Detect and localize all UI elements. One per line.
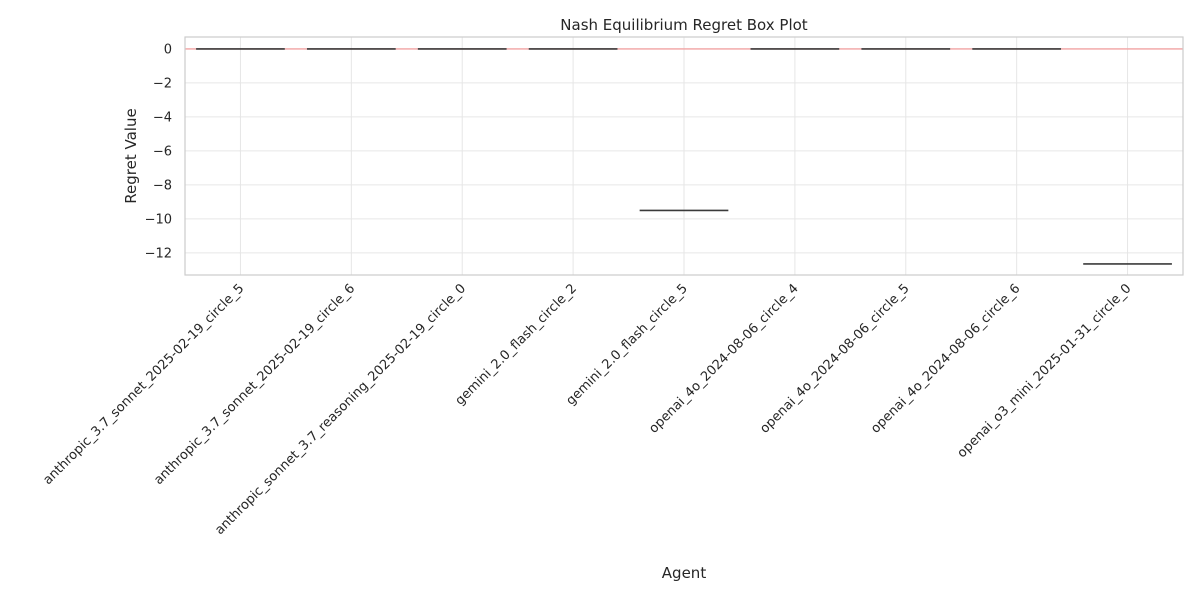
- x-axis-label: Agent: [662, 564, 707, 582]
- x-tick-label: gemini_2.0_flash_circle_2: [453, 281, 580, 408]
- y-tick-label: 0: [164, 42, 172, 57]
- y-tick-label: −2: [153, 76, 172, 91]
- x-tick-label: openai_o3_mini_2025-01-31_circle_0: [955, 281, 1135, 461]
- x-tick-labels: anthropic_3.7_sonnet_2025-02-19_circle_5…: [40, 281, 1134, 538]
- y-tick-label: −12: [145, 246, 172, 261]
- x-tick-label: anthropic_sonnet_3.7_reasoning_2025-02-1…: [212, 281, 469, 538]
- y-tick-label: −6: [153, 144, 172, 159]
- y-tick-label: −10: [145, 212, 172, 227]
- y-tick-label: −8: [153, 178, 172, 193]
- chart-title: Nash Equilibrium Regret Box Plot: [560, 16, 808, 34]
- boxes: [196, 48, 1172, 265]
- grid: [185, 37, 1183, 275]
- x-tick-label: anthropic_3.7_sonnet_2025-02-19_circle_6: [151, 281, 358, 488]
- x-tick-label: anthropic_3.7_sonnet_2025-02-19_circle_5: [40, 281, 247, 488]
- y-axis-label: Regret Value: [122, 108, 140, 203]
- y-tick-labels: 0 −2 −4 −6 −8 −10 −12: [145, 42, 172, 261]
- y-tick-label: −4: [153, 110, 172, 125]
- x-tick-label: gemini_2.0_flash_circle_5: [563, 281, 690, 408]
- plot-frame: [184, 36, 1184, 276]
